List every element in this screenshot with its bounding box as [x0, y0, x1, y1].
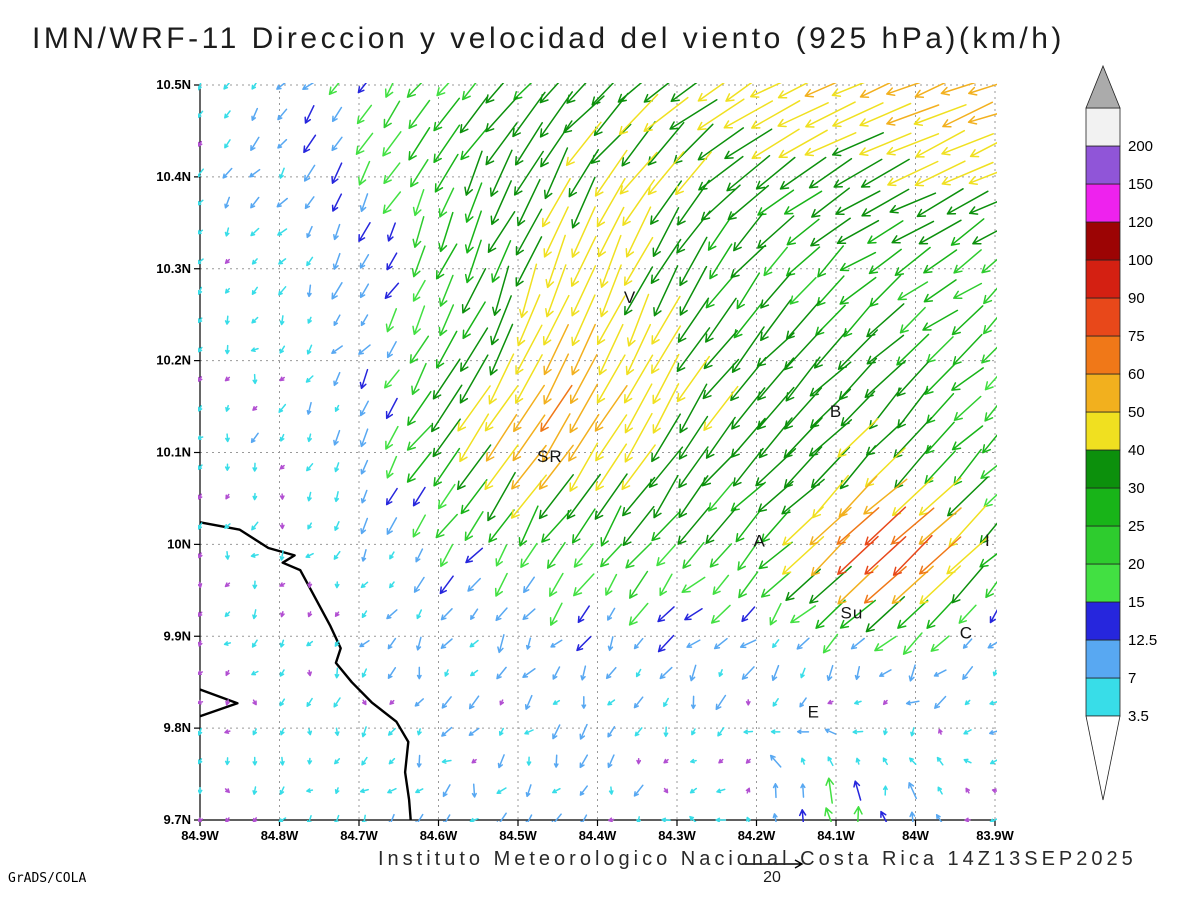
x-tick-label: 84.5W	[499, 828, 537, 843]
x-axis-labels: 84.9W 84.8W 84.7W 84.6W 84.5W 84.4W 84.3W 84.2W…	[181, 828, 1014, 843]
axes	[194, 84, 996, 826]
colorbar-label: 100	[1128, 252, 1153, 269]
y-tick-label: 10.5N	[156, 77, 191, 92]
colorbar-label: 150	[1128, 176, 1153, 193]
colorbar-label: 50	[1128, 404, 1145, 421]
y-tick-label: 10.1N	[156, 445, 191, 460]
colorbar-label: 25	[1128, 518, 1145, 535]
x-tick-label: 84.4W	[579, 828, 617, 843]
y-tick-label: 9.7N	[164, 812, 191, 827]
colorbar-label: 20	[1128, 556, 1145, 573]
colorbar-label: 7	[1128, 670, 1136, 687]
station-label: SR	[537, 447, 563, 466]
y-tick-label: 10.2N	[156, 353, 191, 368]
colorbar-label: 30	[1128, 480, 1145, 497]
colorbar-label: 40	[1128, 442, 1145, 459]
footer-institution-datetime: Instituto Meteorologico Nacional Costa R…	[378, 848, 1137, 870]
colorbar-label: 12.5	[1128, 632, 1157, 649]
x-tick-label: 84W	[902, 828, 929, 843]
colorbar-label: 200	[1128, 138, 1153, 155]
page-title: IMN/WRF-11 Direccion y velocidad del vie…	[32, 22, 1065, 55]
station-labels: V B SR A Su C E I	[537, 288, 991, 722]
grads-credit: GrADS/COLA	[8, 871, 87, 886]
x-tick-label: 84.9W	[181, 828, 219, 843]
x-tick-label: 84.1W	[817, 828, 855, 843]
y-tick-label: 10N	[167, 536, 191, 551]
colorbar-label: 90	[1128, 290, 1145, 307]
y-tick-label: 10.3N	[156, 261, 191, 276]
station-label: A	[754, 532, 766, 551]
coastline	[199, 521, 412, 821]
x-tick-label: 84.6W	[420, 828, 458, 843]
station-label: B	[830, 402, 842, 421]
grid-lines	[199, 84, 996, 821]
colorbar-label: 60	[1128, 366, 1145, 383]
reference-vector	[742, 859, 804, 869]
colorbar-label: 75	[1128, 328, 1145, 345]
y-tick-label: 10.4N	[156, 169, 191, 184]
station-label: C	[960, 624, 973, 643]
x-tick-label: 84.2W	[738, 828, 776, 843]
colorbar-labels: 3.5 7 12.5 15 20 25 30 40 50 60 75 90 100 120 150 200	[1128, 138, 1157, 725]
y-tick-label: 9.9N	[164, 628, 191, 643]
station-label: V	[624, 288, 636, 307]
x-tick-label: 84.3W	[658, 828, 696, 843]
colorbar-label: 3.5	[1128, 708, 1149, 725]
station-label: Su	[841, 603, 864, 622]
x-tick-label: 83.9W	[976, 828, 1014, 843]
x-tick-label: 84.8W	[261, 828, 299, 843]
station-label: E	[808, 703, 820, 722]
wind-arrows	[198, 83, 997, 822]
colorbar-label: 120	[1128, 214, 1153, 231]
colorbar-label: 15	[1128, 594, 1145, 611]
x-tick-label: 84.7W	[340, 828, 378, 843]
y-axis-labels: 9.7N 9.8N 9.9N 10N 10.1N 10.2N 10.3N 10.4N 10.5N	[156, 77, 191, 827]
reference-vector-label: 20	[763, 869, 781, 886]
y-tick-label: 9.8N	[164, 720, 191, 735]
station-label: I	[985, 531, 991, 550]
colorbar	[1085, 64, 1121, 801]
